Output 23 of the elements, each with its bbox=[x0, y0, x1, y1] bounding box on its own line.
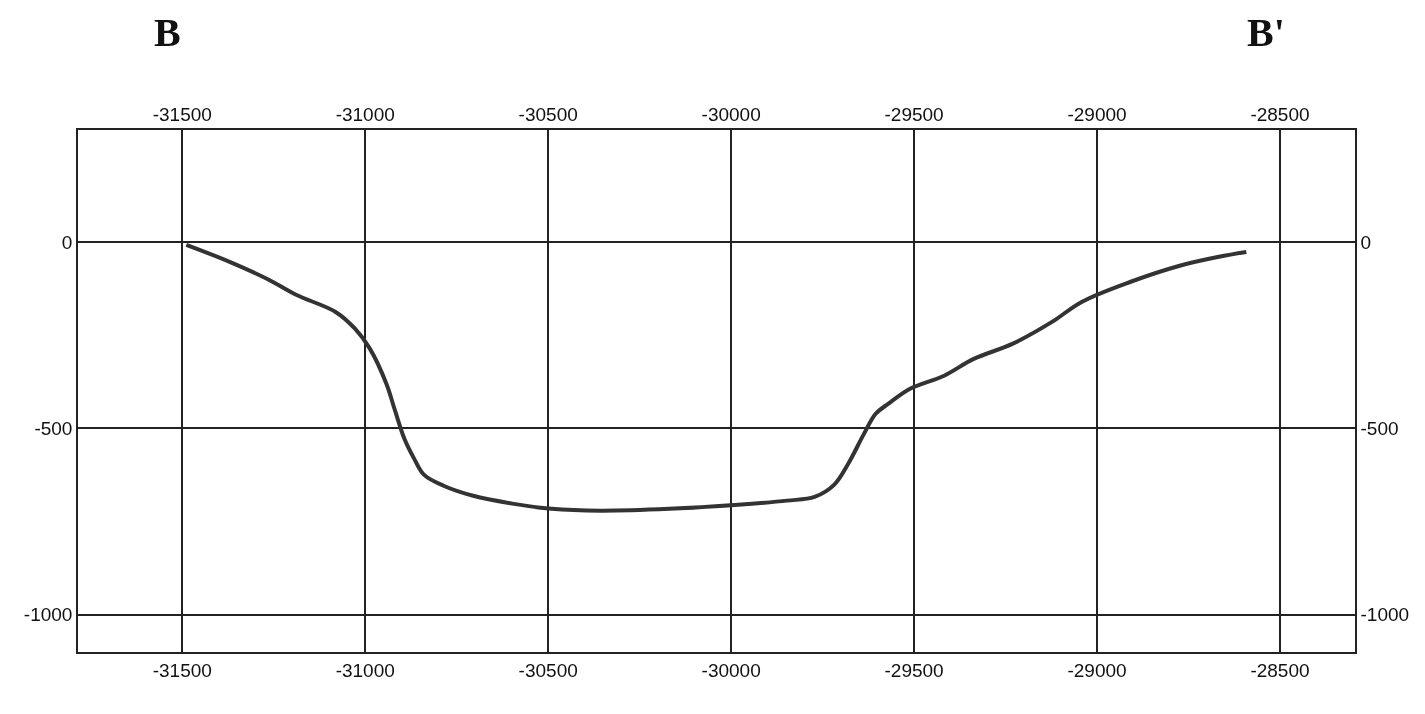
x-tick-label: -29500 bbox=[884, 103, 944, 125]
x-tick-label: -30000 bbox=[701, 103, 761, 125]
x2-tick-label: -31500 bbox=[152, 659, 212, 681]
text: B bbox=[154, 10, 181, 55]
y-tick-label: -500 bbox=[34, 417, 73, 439]
x2-tick-label: -31000 bbox=[335, 659, 395, 681]
x-tick-label: -31000 bbox=[335, 103, 395, 125]
text: B' bbox=[1247, 10, 1285, 55]
x-tick-label: -29000 bbox=[1067, 103, 1127, 125]
x2-tick-label: -29500 bbox=[884, 659, 944, 681]
y2-tick-label: -500 bbox=[1360, 417, 1399, 439]
x2-tick-label: -30500 bbox=[518, 659, 578, 681]
x2-tick-label: -29000 bbox=[1067, 659, 1127, 681]
x-tick-label: -28500 bbox=[1250, 103, 1310, 125]
x-tick-label: -31500 bbox=[152, 103, 212, 125]
y-tick-label: -1000 bbox=[23, 604, 73, 626]
y-tick-label: 0 bbox=[61, 231, 73, 253]
x2-tick-label: -30000 bbox=[701, 659, 761, 681]
x2-tick-label: -28500 bbox=[1250, 659, 1310, 681]
y2-tick-label: 0 bbox=[1360, 231, 1372, 253]
y2-tick-label: -1000 bbox=[1360, 604, 1410, 626]
x-tick-label: -30500 bbox=[518, 103, 578, 125]
line-series bbox=[184, 242, 1249, 513]
